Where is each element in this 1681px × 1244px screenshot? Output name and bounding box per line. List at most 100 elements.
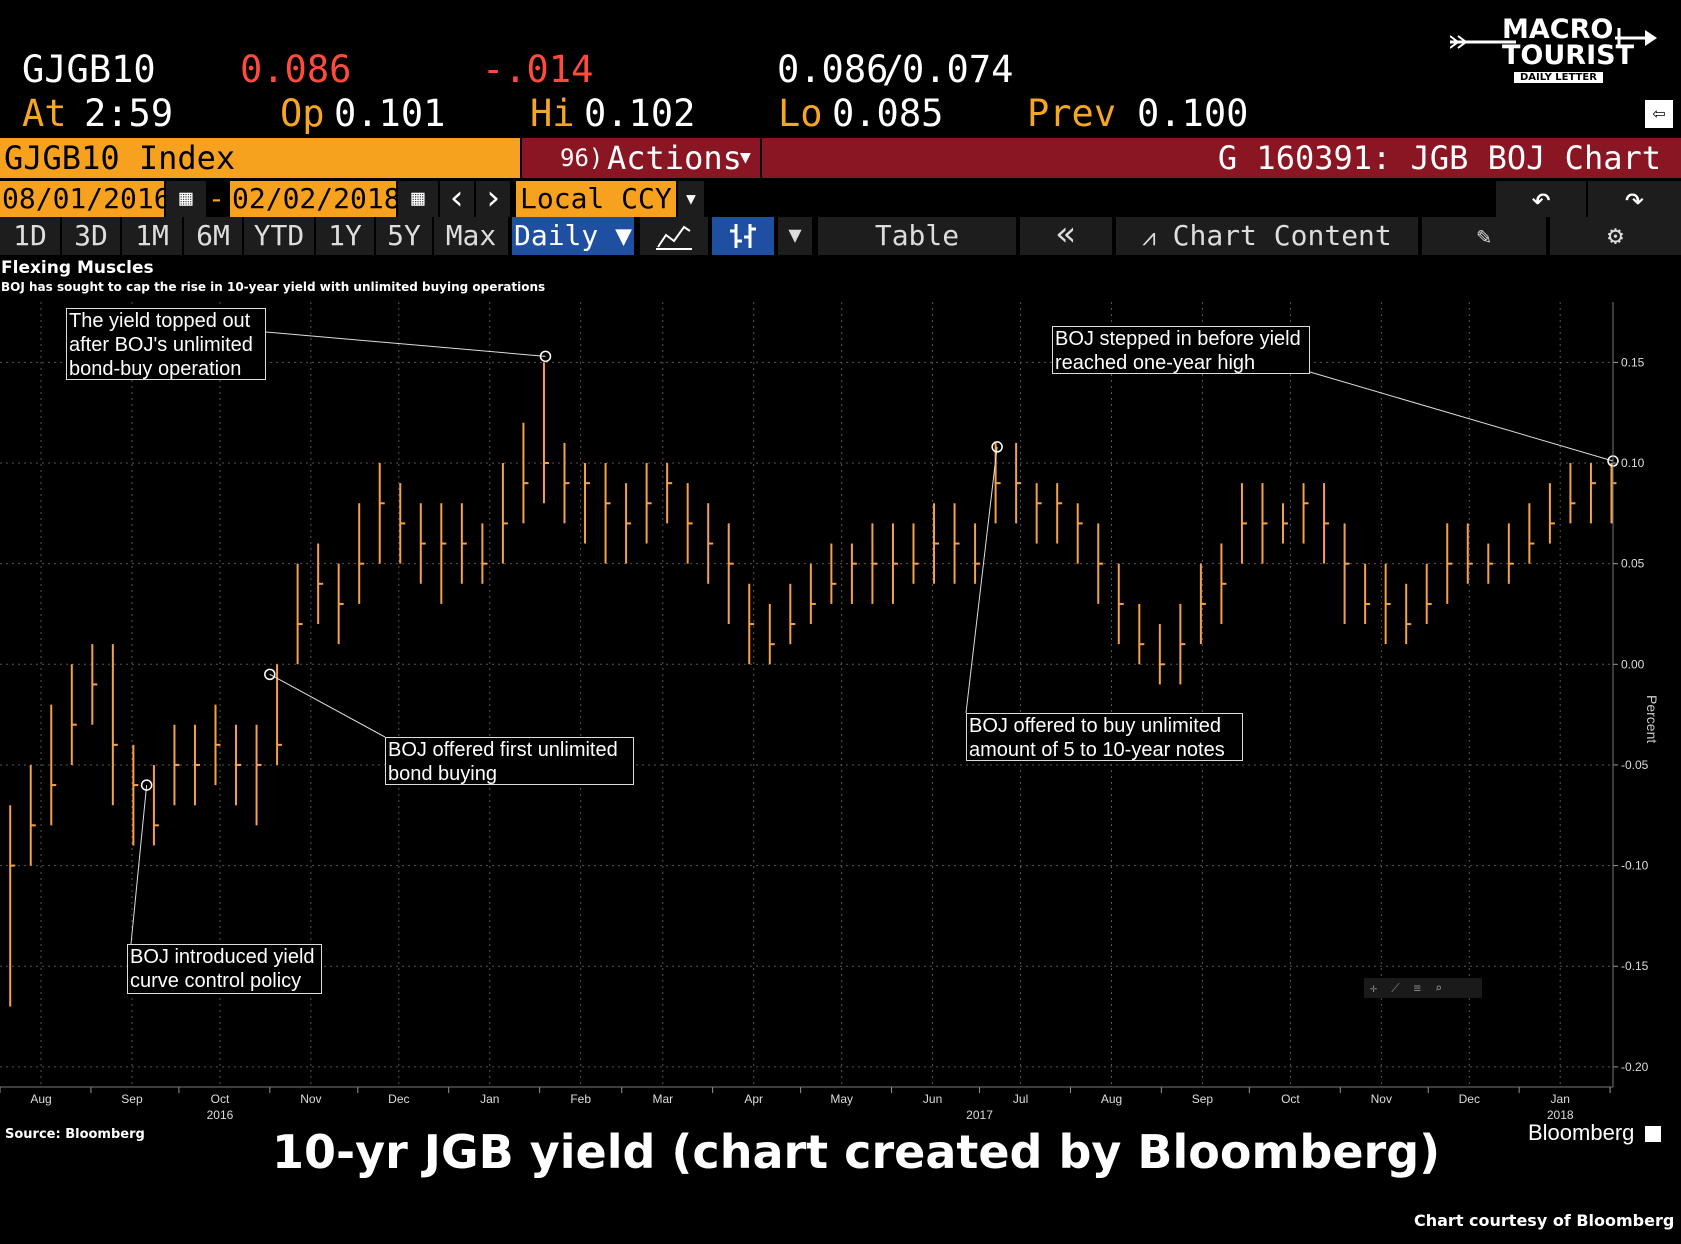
ohlc-bar <box>337 563 344 645</box>
x-year-label: 2017 <box>966 1108 993 1122</box>
ohlc-bar <box>789 583 796 645</box>
annotation-one-year-high: BOJ stepped in before yield reached one-… <box>1052 326 1310 374</box>
low-label: Lo <box>778 92 823 135</box>
range-1m-button[interactable]: 1M <box>122 217 184 255</box>
bar-chart-icon[interactable] <box>712 217 776 255</box>
annotation-leader <box>130 785 148 945</box>
prev-value: 0.100 <box>1137 92 1249 135</box>
x-tick-label: Jun <box>923 1092 942 1106</box>
annotation-leader <box>265 331 546 357</box>
ohlc-bar <box>29 764 36 866</box>
x-tick-label: Sep <box>1192 1092 1214 1106</box>
x-tick-label: Dec <box>1459 1092 1480 1106</box>
chart-title: Flexing Muscles <box>1 258 154 278</box>
undo-button[interactable]: ↶ <box>1496 181 1586 217</box>
range-1y-button[interactable]: 1Y <box>316 217 376 255</box>
range-6m-button[interactable]: 6M <box>184 217 244 255</box>
ohlc-bar <box>1425 563 1432 625</box>
chart-caption: 10-yr JGB yield (chart created by Bloomb… <box>272 1125 1441 1179</box>
security-title[interactable]: GJGB10 Index <box>0 138 520 178</box>
period-select[interactable]: Daily ▼ <box>512 217 636 255</box>
ohlc-bar <box>1117 563 1124 645</box>
annotation-markers <box>140 350 1619 791</box>
ohlc-bar <box>1569 463 1576 524</box>
ohlc-bar <box>399 483 406 564</box>
range-1d-button[interactable]: 1D <box>0 217 62 255</box>
chart-type-dropdown[interactable]: ▼ <box>778 217 814 255</box>
annotation-peak: The yield topped out after BOJ's unlimit… <box>66 308 266 380</box>
y-tick-label: 0.10 <box>1621 456 1645 470</box>
ohlc-bar <box>1261 483 1268 564</box>
ohlc-bar <box>1405 583 1412 645</box>
ohlc-bar <box>173 724 180 806</box>
next-period-button[interactable]: › <box>476 181 510 217</box>
chart-content-button[interactable]: ⩘ Chart Content <box>1116 217 1420 255</box>
ohlc-bar <box>501 463 508 564</box>
annotation-leader <box>965 446 998 714</box>
edit-annotation-icon[interactable]: ✎ <box>1422 217 1548 255</box>
ohlc-bar <box>317 543 324 625</box>
ohlc-bar <box>296 563 303 665</box>
chart-subtitle: BOJ has sought to cap the rise in 10-yea… <box>1 280 546 294</box>
ohlc-bar <box>542 362 549 504</box>
x-tick-label: Oct <box>1281 1092 1300 1106</box>
prev-label: Prev <box>1027 92 1117 135</box>
ohlc-bar <box>809 563 816 625</box>
annotation-marker <box>539 350 552 363</box>
ohlc-bars <box>9 362 1617 1007</box>
actions-label: Actions <box>607 139 742 177</box>
currency-dropdown-icon[interactable]: ▼ <box>678 181 704 217</box>
ohlc-bar <box>707 503 714 584</box>
annotation-leaders <box>130 331 1614 945</box>
ohlc-bar <box>1240 483 1247 564</box>
ohlc-bar <box>1076 503 1083 564</box>
collapse-button[interactable]: « <box>1020 217 1114 255</box>
last-price: 0.086 <box>240 48 352 91</box>
x-tick-label: Mar <box>652 1092 673 1106</box>
ohlc-bar <box>1199 563 1206 645</box>
calendar-icon[interactable]: ▦ <box>166 181 206 217</box>
ohlc-bar <box>70 664 77 765</box>
prev-period-button[interactable]: ‹ <box>440 181 474 217</box>
table-button[interactable]: Table <box>818 217 1018 255</box>
ohlc-bar <box>891 523 898 604</box>
chart-name: G 160391: JGB BOJ Chart <box>762 138 1681 178</box>
y-tick-label: -0.05 <box>1621 758 1649 772</box>
y-tick-label: 0.00 <box>1621 657 1645 671</box>
range-3d-button[interactable]: 3D <box>62 217 122 255</box>
ohlc-bar <box>132 744 139 846</box>
line-chart-icon[interactable] <box>640 217 710 255</box>
ohlc-bar <box>255 724 262 826</box>
end-date-field[interactable]: 02/02/2018 <box>230 181 401 217</box>
ohlc-bar <box>1364 563 1371 625</box>
chart-tools-icon[interactable]: ✛⟋≡⌕ <box>1364 978 1482 998</box>
at-time: 2:59 <box>84 92 174 135</box>
ohlc-bar <box>1138 603 1145 665</box>
actions-menu[interactable]: 96) Actions ▼ <box>522 138 760 178</box>
ohlc-bar <box>460 503 467 584</box>
ohlc-bar <box>1158 624 1165 685</box>
macro-tourist-logo: MACRO TOURIST DAILY LETTER <box>1450 14 1660 94</box>
ohlc-bar <box>1384 563 1391 645</box>
annotation-leader <box>269 673 386 738</box>
calendar-icon[interactable]: ▦ <box>398 181 438 217</box>
ohlc-bar <box>768 603 775 665</box>
bid-value: 0.086 <box>777 48 889 91</box>
redo-button[interactable]: ↷ <box>1588 181 1681 217</box>
export-icon[interactable]: ⇦ <box>1645 100 1673 128</box>
high-value: 0.102 <box>584 92 696 135</box>
settings-gear-icon[interactable]: ⚙ <box>1550 217 1681 255</box>
ohlc-bar <box>686 483 693 564</box>
range-ytd-button[interactable]: YTD <box>244 217 316 255</box>
x-tick-label: Feb <box>570 1092 591 1106</box>
open-value: 0.101 <box>334 92 446 135</box>
ohlc-bar <box>193 724 200 806</box>
x-tick-label: Nov <box>1371 1092 1392 1106</box>
currency-select[interactable]: Local CCY <box>516 181 676 217</box>
start-date-field[interactable]: 08/01/2016 <box>0 181 171 217</box>
ohlc-bar <box>276 664 283 765</box>
x-tick-label: Sep <box>121 1092 143 1106</box>
range-max-button[interactable]: Max <box>434 217 510 255</box>
range-5y-button[interactable]: 5Y <box>376 217 434 255</box>
